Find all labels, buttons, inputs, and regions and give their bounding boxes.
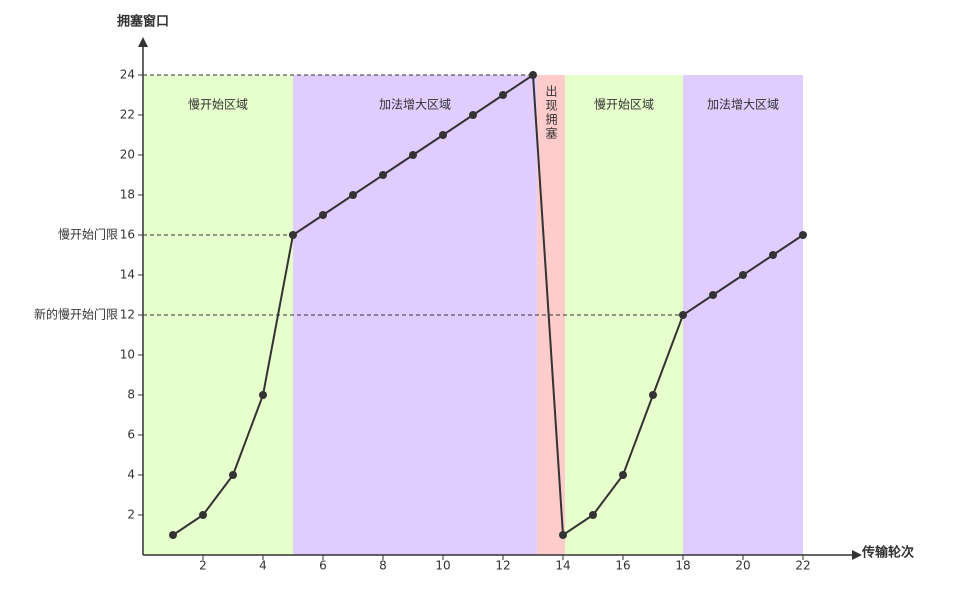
data-point xyxy=(259,391,267,399)
y-tick-label: 18 xyxy=(120,188,135,202)
region xyxy=(683,75,803,555)
y-tick-label: 24 xyxy=(120,68,135,82)
region-label: 加法增大区域 xyxy=(379,98,451,112)
y-axis-arrow xyxy=(138,37,148,47)
x-axis-title: 传输轮次 xyxy=(861,545,914,561)
data-point xyxy=(529,71,537,79)
x-axis-arrow xyxy=(852,550,862,560)
data-point xyxy=(439,131,447,139)
data-point xyxy=(739,271,747,279)
data-point xyxy=(679,311,687,319)
data-point xyxy=(499,91,507,99)
region-label: 慢开始区域 xyxy=(594,98,654,112)
x-tick-label: 10 xyxy=(435,559,450,573)
threshold-label: 慢开始门限 xyxy=(58,227,118,242)
x-tick-label: 2 xyxy=(199,559,207,573)
region-label: 加法增大区域 xyxy=(707,98,779,112)
data-point xyxy=(469,111,477,119)
y-axis-title: 拥塞窗口 xyxy=(117,14,169,30)
data-point xyxy=(169,531,177,539)
x-tick-label: 16 xyxy=(615,559,630,573)
y-tick-label: 12 xyxy=(120,308,135,322)
y-tick-label: 20 xyxy=(120,148,135,162)
x-tick-label: 22 xyxy=(795,559,810,573)
y-tick-label: 6 xyxy=(127,428,135,442)
x-tick-label: 6 xyxy=(319,559,327,573)
x-tick-label: 14 xyxy=(555,559,570,573)
y-tick-label: 2 xyxy=(127,508,135,522)
data-point xyxy=(289,231,297,239)
y-tick-label: 14 xyxy=(120,268,135,282)
x-tick-label: 12 xyxy=(495,559,510,573)
series-line xyxy=(172,73,804,537)
data-point xyxy=(649,391,657,399)
y-tick-label: 10 xyxy=(120,348,135,362)
data-point xyxy=(229,471,237,479)
x-tick-label: 8 xyxy=(379,559,387,573)
region-label: 慢开始区域 xyxy=(188,98,248,112)
y-tick-label: 16 xyxy=(120,228,135,242)
y-tick-label: 8 xyxy=(127,388,135,402)
data-point xyxy=(769,251,777,259)
x-tick-label: 18 xyxy=(675,559,690,573)
data-point xyxy=(799,231,807,239)
data-point xyxy=(199,511,207,519)
data-point xyxy=(589,511,597,519)
data-point xyxy=(409,151,417,159)
data-point xyxy=(559,531,567,539)
x-tick-label: 4 xyxy=(259,559,267,573)
threshold-label: 新的慢开始门限 xyxy=(34,307,118,322)
data-point xyxy=(349,191,357,199)
data-point xyxy=(319,211,327,219)
x-tick-label: 20 xyxy=(735,559,750,573)
y-tick-label: 22 xyxy=(120,108,135,122)
data-point xyxy=(379,171,387,179)
data-point xyxy=(619,471,627,479)
y-tick-label: 4 xyxy=(127,468,135,482)
region-label: 出现拥塞 xyxy=(544,85,558,141)
data-point xyxy=(709,291,717,299)
region xyxy=(565,75,683,555)
